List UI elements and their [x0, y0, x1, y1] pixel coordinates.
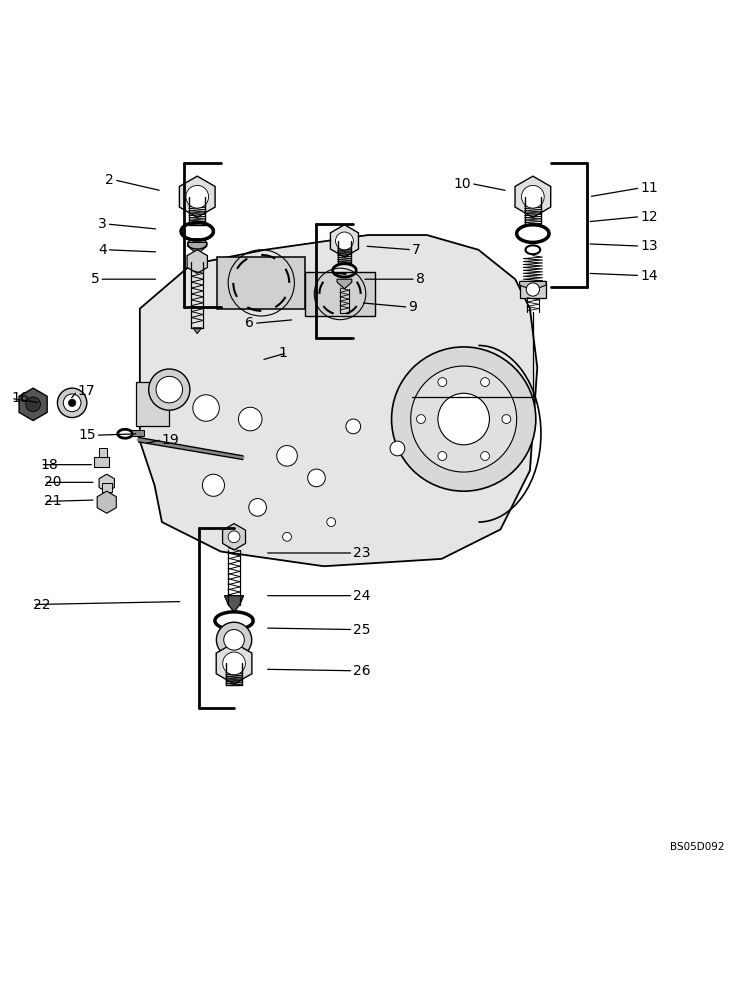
- Polygon shape: [99, 474, 114, 492]
- Circle shape: [63, 394, 81, 412]
- Circle shape: [336, 232, 353, 250]
- Text: 25: 25: [353, 623, 371, 637]
- Text: 15: 15: [78, 428, 96, 442]
- Circle shape: [193, 395, 219, 421]
- Text: 18: 18: [40, 458, 58, 472]
- Circle shape: [202, 474, 224, 496]
- Circle shape: [502, 415, 511, 423]
- Text: 3: 3: [98, 217, 107, 231]
- Polygon shape: [97, 491, 116, 513]
- Circle shape: [390, 441, 405, 456]
- Polygon shape: [19, 388, 47, 421]
- Bar: [102, 483, 112, 492]
- Polygon shape: [224, 596, 244, 612]
- Text: 10: 10: [453, 177, 471, 191]
- Circle shape: [438, 452, 447, 460]
- Text: 11: 11: [640, 181, 658, 195]
- Polygon shape: [180, 176, 215, 217]
- Circle shape: [249, 499, 266, 516]
- Text: 14: 14: [640, 269, 658, 283]
- Circle shape: [277, 446, 297, 466]
- Polygon shape: [187, 250, 208, 273]
- Text: 13: 13: [640, 239, 658, 253]
- Text: 21: 21: [44, 494, 62, 508]
- Bar: [99, 448, 107, 457]
- Circle shape: [238, 407, 262, 431]
- Bar: [132, 430, 144, 436]
- Bar: [338, 241, 351, 263]
- Text: 2: 2: [105, 173, 114, 187]
- Text: 23: 23: [353, 546, 371, 560]
- Text: 24: 24: [353, 589, 371, 603]
- Polygon shape: [188, 242, 207, 254]
- Bar: [226, 663, 242, 685]
- Text: 8: 8: [416, 272, 425, 286]
- Circle shape: [417, 415, 425, 423]
- Circle shape: [346, 419, 361, 434]
- Circle shape: [228, 531, 240, 543]
- Circle shape: [308, 469, 325, 487]
- Text: 26: 26: [353, 664, 371, 678]
- Polygon shape: [330, 225, 358, 257]
- Circle shape: [481, 378, 489, 386]
- Circle shape: [392, 347, 536, 491]
- Polygon shape: [193, 328, 202, 334]
- Bar: [189, 197, 205, 225]
- Circle shape: [438, 393, 489, 445]
- Text: 5: 5: [91, 272, 99, 286]
- Polygon shape: [216, 643, 252, 684]
- Bar: [136, 382, 169, 426]
- Polygon shape: [217, 257, 305, 309]
- Text: 7: 7: [412, 243, 421, 257]
- Circle shape: [327, 518, 336, 526]
- Circle shape: [522, 185, 544, 208]
- Text: 17: 17: [77, 384, 95, 398]
- Circle shape: [26, 397, 40, 412]
- Circle shape: [149, 369, 190, 410]
- Polygon shape: [140, 235, 537, 566]
- Text: 16: 16: [11, 391, 29, 405]
- Text: 12: 12: [640, 210, 658, 224]
- Bar: [94, 457, 109, 467]
- Circle shape: [68, 399, 76, 407]
- Circle shape: [224, 630, 244, 650]
- Text: 6: 6: [245, 316, 254, 330]
- Circle shape: [57, 388, 87, 418]
- Circle shape: [438, 378, 447, 386]
- Text: 4: 4: [98, 243, 107, 257]
- Polygon shape: [337, 279, 352, 289]
- Circle shape: [481, 452, 489, 460]
- Polygon shape: [520, 281, 546, 290]
- Text: 19: 19: [162, 433, 180, 447]
- Circle shape: [223, 652, 245, 675]
- Text: BS05D092: BS05D092: [670, 842, 725, 852]
- Circle shape: [156, 376, 183, 403]
- Circle shape: [216, 622, 252, 658]
- Circle shape: [411, 366, 517, 472]
- Circle shape: [283, 532, 291, 541]
- Text: 22: 22: [33, 598, 51, 612]
- Circle shape: [186, 185, 208, 208]
- Bar: [525, 197, 541, 225]
- Polygon shape: [515, 176, 551, 217]
- Circle shape: [526, 283, 539, 296]
- Polygon shape: [305, 272, 375, 316]
- Text: 1: 1: [278, 346, 287, 360]
- Text: 20: 20: [44, 475, 62, 489]
- Text: 9: 9: [408, 300, 417, 314]
- Polygon shape: [222, 524, 246, 550]
- Bar: [520, 281, 546, 298]
